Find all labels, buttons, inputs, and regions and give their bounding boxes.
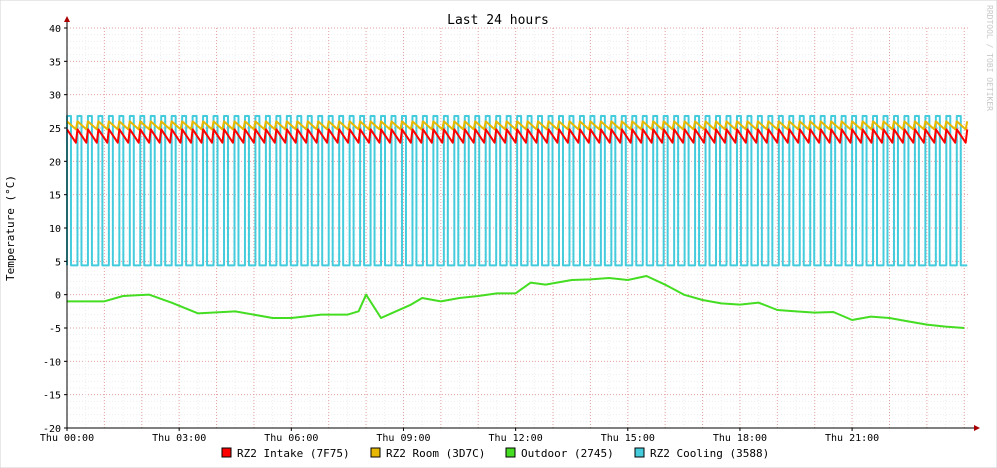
x-tick-label: Thu 00:00 bbox=[40, 433, 94, 444]
legend-swatch bbox=[370, 447, 381, 458]
series-group bbox=[66, 115, 969, 329]
legend-swatch bbox=[505, 447, 516, 458]
series-line-rz2-room-3d7c- bbox=[66, 120, 969, 131]
y-tick-label: 10 bbox=[49, 224, 61, 235]
legend-swatch bbox=[221, 447, 232, 458]
y-tick-label: 5 bbox=[55, 257, 61, 268]
series-line-rz2-cooling-3588- bbox=[66, 115, 968, 267]
x-axis-arrow bbox=[974, 425, 980, 431]
y-tick-label: -15 bbox=[43, 391, 61, 402]
series-line-outdoor-2745- bbox=[67, 275, 965, 329]
y-tick-label: 40 bbox=[49, 24, 61, 35]
watermark: RRDTOOL / TOBI OETIKER bbox=[985, 5, 994, 111]
y-tick-label: 35 bbox=[49, 57, 61, 68]
legend-label: Outdoor (2745) bbox=[521, 447, 614, 460]
grid bbox=[66, 27, 968, 429]
chart-title: Last 24 hours bbox=[447, 13, 549, 28]
y-tick-label: 30 bbox=[49, 91, 61, 102]
x-tick-labels: Thu 00:00 Thu 03:00 Thu 06:00 Thu 09:00 Thu … bbox=[40, 433, 879, 444]
legend-label: RZ2 Cooling (3588) bbox=[650, 447, 769, 460]
x-tick-label: Thu 15:00 bbox=[601, 433, 655, 444]
x-tick-label: Thu 18:00 bbox=[713, 433, 767, 444]
legend-label: RZ2 Intake (7F75) bbox=[237, 447, 350, 460]
legend-swatch bbox=[634, 447, 645, 458]
x-tick-label: Thu 21:00 bbox=[825, 433, 879, 444]
legend-label: RZ2 Room (3D7C) bbox=[386, 447, 485, 460]
y-tick-label: 15 bbox=[49, 191, 61, 202]
y-tick-labels: -20 -15 -10 -5 0 5 10 15 20 25 30 35 40 bbox=[43, 24, 61, 435]
axes bbox=[64, 16, 980, 431]
y-tick-label: 0 bbox=[55, 291, 61, 302]
x-tick-label: Thu 03:00 bbox=[152, 433, 206, 444]
legend: RZ2 Intake (7F75) RZ2 Room (3D7C) Outdoor … bbox=[221, 447, 769, 460]
y-tick-label: 25 bbox=[49, 124, 61, 135]
y-tick-label: -5 bbox=[49, 324, 61, 335]
x-tick-label: Thu 06:00 bbox=[264, 433, 318, 444]
y-axis-label: Temperature (°C) bbox=[4, 175, 17, 281]
x-tick-label: Thu 12:00 bbox=[489, 433, 543, 444]
x-tick-label: Thu 09:00 bbox=[376, 433, 430, 444]
y-tick-label: -20 bbox=[43, 424, 61, 435]
series-line-rz2-intake-7f75- bbox=[66, 128, 969, 144]
y-tick-label: -10 bbox=[43, 357, 61, 368]
y-tick-label: 20 bbox=[49, 157, 61, 168]
y-axis-arrow bbox=[64, 16, 70, 22]
